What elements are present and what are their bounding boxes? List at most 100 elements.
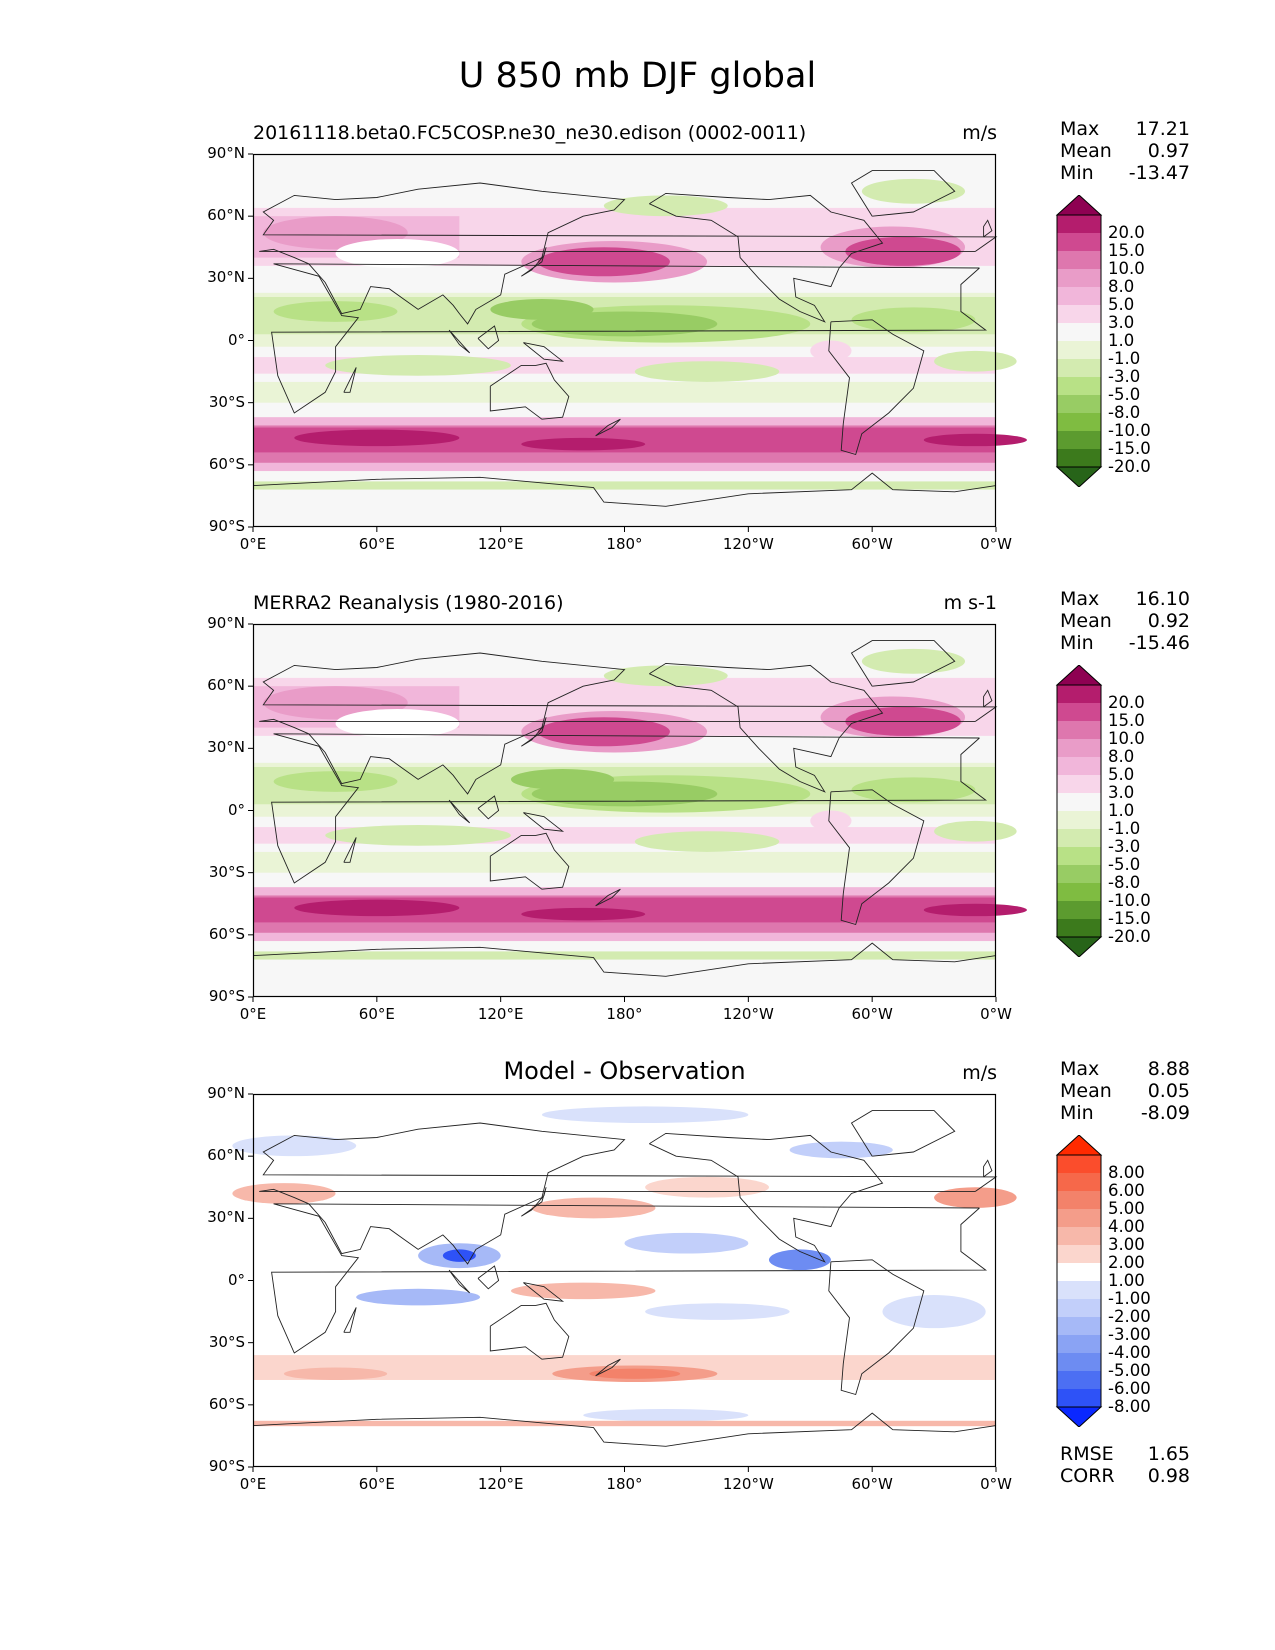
stats-observation: Max 16.10 Mean 0.92 Min -15.46 [1060,588,1190,654]
colorbar-tick-label: 10.0 [1108,729,1145,748]
stats-model: Max 17.21 Mean 0.97 Min -13.47 [1060,118,1190,184]
colorbar-tick-label: 20.0 [1108,223,1145,242]
colorbar-box [1057,341,1101,359]
colorbar-box [1057,1173,1101,1191]
stat-label: Max [1060,588,1100,610]
coastlines [252,170,998,507]
colorbar-tick-label: -5.00 [1108,1361,1151,1380]
x-tick-label: 120°E [477,1005,524,1023]
x-tick-label: 0°W [980,1005,1012,1023]
stat-label: Max [1060,118,1100,140]
colorbar-tick-label: 3.0 [1108,313,1135,332]
x-tick-label: 180° [606,1005,643,1023]
colorbar-box [1057,215,1101,233]
colorbar-box [1057,775,1101,793]
x-tick-label: 120°W [722,1475,774,1493]
colorbar-tick-label: -1.0 [1108,349,1141,368]
map-difference[interactable] [232,1093,1017,1472]
colorbar-box [1057,233,1101,251]
axis-ticks [248,623,997,1002]
y-tick-label: 90°S [208,517,245,535]
colorbar-tick-label: 4.00 [1108,1217,1145,1236]
stat-value: 17.21 [1135,118,1190,140]
y-tick-label: 30°S [208,1332,245,1351]
colorbar-tick-label: 8.0 [1108,747,1135,766]
y-tick-label: 30°N [207,1208,245,1227]
colorbar-box [1057,901,1101,919]
colorbar-box [1057,757,1101,775]
axis-ticks [248,1093,997,1472]
y-tick-label: 60°S [208,924,245,943]
x-tick-label: 60°W [851,535,893,553]
stat-label: Mean [1060,140,1112,162]
x-tick-label: 180° [606,535,643,553]
x-tick-label: 120°E [477,535,524,553]
panel-title: MERRA2 Reanalysis (1980-2016) [253,592,564,614]
colorbar-box [1057,1209,1101,1227]
map-observation[interactable] [248,623,1027,1002]
colorbar-tick-label: -3.00 [1108,1325,1151,1344]
colorbar-box [1057,1353,1101,1371]
map-frame [252,1093,997,1468]
colorbar-box [1057,1335,1101,1353]
map-frame [252,623,997,998]
colorbar-box [1057,883,1101,901]
y-tick-label: 90°S [208,1457,245,1475]
y-tick-label: 30°S [208,862,245,881]
colorbar-box [1057,1227,1101,1245]
colorbar-tick-label: 1.0 [1108,331,1135,350]
stat-value: 1.65 [1147,1443,1190,1465]
colorbar-tick-label: 15.0 [1108,241,1145,260]
colorbar-tick-label: -1.0 [1108,819,1141,838]
colorbar-box [1057,431,1101,449]
y-tick-label: 30°S [208,392,245,411]
y-tick-label: 0° [227,800,245,819]
figure-title: U 850 mb DJF global [458,56,817,96]
colorbar-extend-top [1055,194,1103,216]
colorbar-box [1057,1317,1101,1335]
colorbar-box [1057,413,1101,431]
y-tick-label: 0° [227,330,245,349]
axis-ticks [248,153,997,532]
y-tick-label: 60°N [207,676,245,695]
colorbar-tick-label: -5.0 [1108,385,1141,404]
stat-value: -13.47 [1128,162,1190,184]
colorbar-box [1057,1191,1101,1209]
colorbar-tick-label: -3.0 [1108,367,1141,386]
colorbar-tick-label: -20.0 [1108,927,1151,946]
colorbar-tick-label: 2.00 [1108,1253,1145,1272]
x-tick-label: 180° [606,1475,643,1493]
colorbar-tick-label: -8.00 [1108,1397,1151,1416]
stat-value: -8.09 [1140,1102,1190,1124]
x-tick-label: 0°W [980,535,1012,553]
colorbar-tick-label: -6.00 [1108,1379,1151,1398]
colorbar-box [1057,847,1101,865]
colorbar-tick-label: 5.0 [1108,295,1135,314]
colorbar-tick-label: -2.00 [1108,1307,1151,1326]
colorbar-box [1057,1245,1101,1263]
y-tick-label: 60°S [208,454,245,473]
colorbar-box [1057,323,1101,341]
colorbar-model [1055,194,1103,491]
map-svg [248,623,1027,1002]
colorbar-box [1057,703,1101,721]
stat-label: Min [1060,632,1094,654]
stat-value: 8.88 [1147,1058,1190,1080]
colorbar-box [1057,1371,1101,1389]
x-tick-label: 60°E [358,1005,395,1023]
panel-title: Model - Observation [503,1057,746,1085]
y-tick-label: 90°N [207,144,245,162]
colorbar-box [1057,377,1101,395]
colorbar-tick-label: -8.0 [1108,403,1141,422]
y-tick-label: 30°N [207,738,245,757]
stat-value: 0.92 [1147,610,1190,632]
colorbar-tick-label: -8.0 [1108,873,1141,892]
colorbar-tick-label: 5.00 [1108,1199,1145,1218]
colorbar-tick-label: 3.0 [1108,783,1135,802]
colorbar-box [1057,1281,1101,1299]
map-frame [252,153,997,528]
panel-model: 20161118.beta0.FC5COSP.ne30_ne30.edison … [0,0,1275,460]
map-model[interactable] [248,153,1027,532]
colorbar-svg [1055,664,1103,958]
stat-label: Min [1060,162,1094,184]
